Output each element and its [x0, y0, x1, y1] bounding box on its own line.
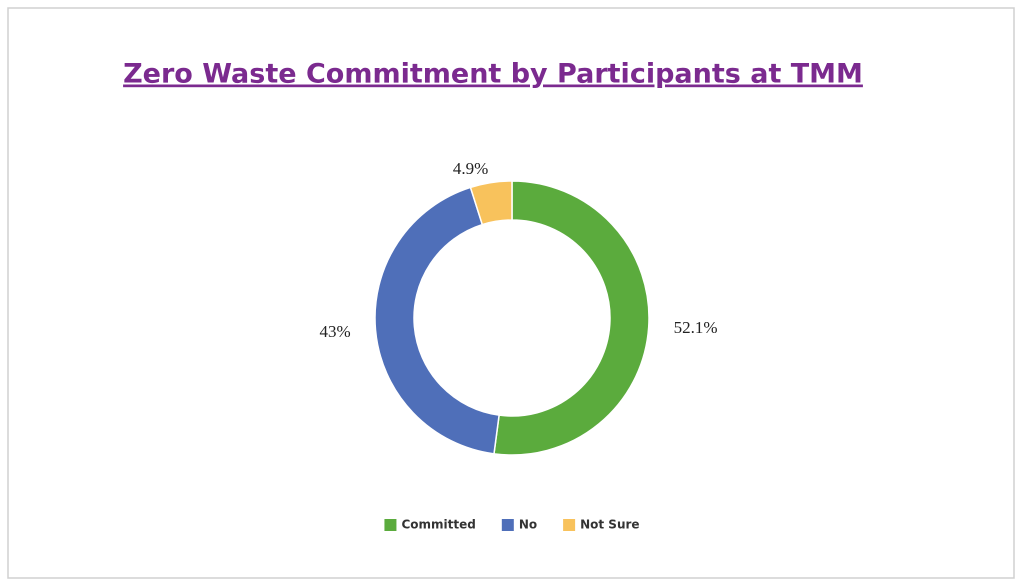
data-label: 52.1% — [674, 318, 718, 337]
donut-slice — [469, 180, 513, 226]
legend-label: No — [519, 518, 537, 532]
legend-swatch — [501, 519, 514, 531]
chart-title: Zero Waste Commitment by Participants at… — [123, 59, 863, 90]
data-label: 4.9% — [453, 159, 488, 178]
frame — [7, 7, 1015, 579]
legend-swatch — [384, 519, 397, 531]
legend: Committed No Not Sure — [384, 518, 640, 532]
data-label: 43% — [319, 322, 350, 341]
legend-label: Committed — [401, 518, 475, 532]
donut-slice — [493, 180, 650, 456]
legend-label: Not Sure — [580, 518, 639, 532]
legend-swatch — [563, 519, 576, 531]
donut-slice — [374, 186, 500, 455]
